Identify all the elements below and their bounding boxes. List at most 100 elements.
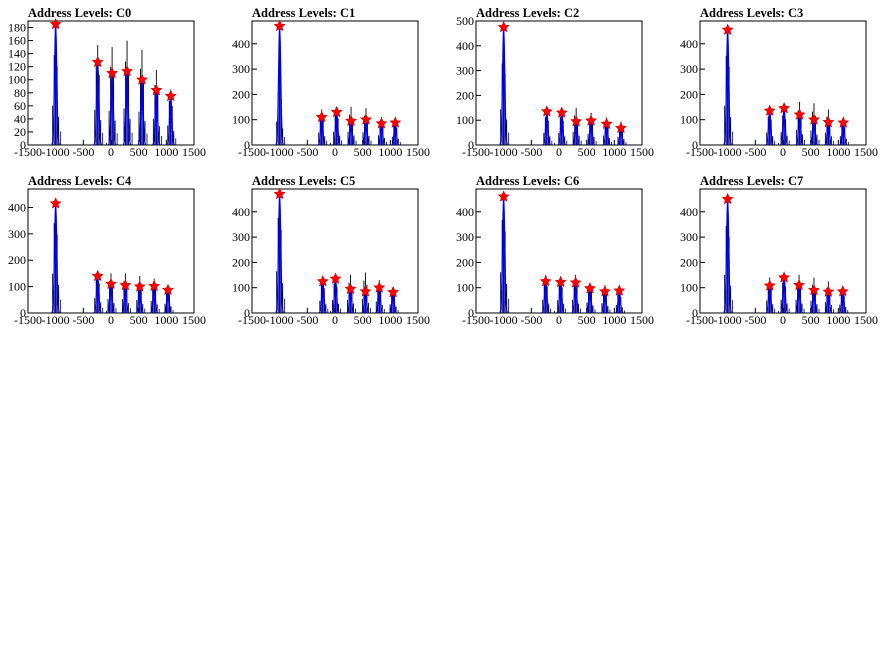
- y-tick-label: 0: [468, 306, 474, 320]
- y-tick-label: 400: [8, 200, 26, 214]
- x-tick-label: 1000: [602, 145, 626, 159]
- y-tick-label: 400: [680, 37, 698, 51]
- peak-marker: [822, 115, 835, 128]
- x-tick-label: -1000: [42, 145, 70, 159]
- peak-marker: [585, 114, 598, 126]
- y-tick-label: 200: [456, 88, 474, 102]
- peak-marker: [373, 281, 386, 293]
- x-tick-label: 500: [130, 313, 148, 327]
- x-tick-label: 1500: [854, 145, 878, 159]
- chart-title: Address Levels: C3: [700, 6, 803, 20]
- chart-panel-c3: Address Levels: C3 0 100 200 300 400 -1500 -100…: [680, 6, 878, 159]
- chart-title: Address Levels: C5: [252, 174, 355, 188]
- chart-title: Address Levels: C7: [700, 174, 803, 188]
- chart-panel-c6: Address Levels: C6 0 100 200 300 400 -1500 -100…: [456, 174, 654, 327]
- y-tick-label: 140: [8, 47, 26, 61]
- peak-marker: [569, 276, 582, 288]
- y-tick-label: 200: [8, 253, 26, 267]
- peak-marker: [793, 108, 806, 120]
- x-tick-label: 0: [780, 145, 786, 159]
- peak-marker: [599, 285, 611, 297]
- peak-marker: [570, 115, 583, 127]
- x-tick-label: -500: [72, 145, 94, 159]
- y-tick-label: 0: [20, 306, 26, 320]
- y-tick-label: 400: [232, 37, 250, 51]
- x-tick-label: 0: [332, 313, 338, 327]
- x-tick-label: 500: [802, 145, 820, 159]
- peak-marker: [389, 116, 402, 128]
- y-tick-label: 0: [468, 138, 474, 152]
- x-tick-label: 1500: [630, 313, 654, 327]
- peak-marker: [359, 285, 372, 297]
- y-tick-label: 300: [232, 230, 250, 244]
- x-tick-label: -1000: [266, 145, 294, 159]
- x-tick-label: 500: [354, 145, 372, 159]
- chart-panel-c7: Address Levels: C7 0 100 200 300 400 -1500 -100…: [680, 174, 878, 327]
- x-tick-label: 1000: [826, 313, 850, 327]
- peak-marker: [330, 105, 343, 118]
- y-tick-label: 100: [456, 281, 474, 295]
- x-tick-label: 1000: [602, 313, 626, 327]
- chart-title: Address Levels: C6: [476, 174, 579, 188]
- peak-marker: [554, 275, 567, 288]
- y-tick-label: 200: [232, 87, 250, 101]
- peak-marker: [539, 275, 552, 287]
- x-tick-label: 500: [578, 313, 596, 327]
- y-tick-label: 200: [680, 255, 698, 269]
- y-tick-label: 0: [244, 306, 250, 320]
- x-tick-label: -1500: [238, 145, 266, 159]
- peak-marker: [555, 106, 568, 118]
- peak-marker: [584, 282, 596, 294]
- peak-marker: [105, 277, 117, 290]
- x-tick-label: -500: [296, 313, 318, 327]
- x-tick-label: 1500: [854, 313, 878, 327]
- x-tick-label: -1500: [462, 313, 490, 327]
- y-tick-label: 500: [456, 14, 474, 28]
- x-tick-label: -1500: [462, 145, 490, 159]
- y-tick-label: 40: [14, 112, 26, 126]
- x-tick-label: -500: [744, 145, 766, 159]
- chart-panel-c0: Address Levels: C00204060801001201401601…: [8, 6, 206, 159]
- y-tick-label: 0: [20, 138, 26, 152]
- y-tick-label: 200: [456, 255, 474, 269]
- x-tick-label: 0: [108, 313, 114, 327]
- peak-marker: [329, 272, 342, 284]
- y-tick-label: 180: [8, 21, 26, 35]
- peak-marker: [273, 19, 286, 32]
- x-tick-label: 500: [578, 145, 596, 159]
- peak-marker: [344, 282, 357, 295]
- peak-marker: [49, 197, 62, 209]
- peak-marker: [91, 269, 104, 282]
- y-tick-label: 100: [680, 281, 698, 295]
- y-tick-label: 400: [232, 205, 250, 219]
- peak-marker: [793, 278, 805, 291]
- y-tick-label: 100: [8, 73, 26, 87]
- x-tick-label: -500: [72, 313, 94, 327]
- chart-panel-c4: Address Levels: C4 0 100 200 300 400 -1500 -100…: [8, 174, 206, 327]
- x-tick-label: -1000: [714, 313, 742, 327]
- chart-title: Address Levels: C2: [476, 6, 579, 20]
- peak-marker: [763, 279, 776, 291]
- peak-marker: [345, 114, 357, 127]
- y-tick-label: 200: [232, 255, 250, 269]
- peak-marker: [497, 190, 510, 202]
- x-tick-label: -1500: [686, 313, 714, 327]
- x-tick-label: -1500: [686, 145, 714, 159]
- y-tick-label: 300: [680, 62, 698, 76]
- peak-marker: [133, 280, 146, 292]
- x-tick-label: 500: [802, 313, 820, 327]
- peak-marker: [836, 285, 849, 297]
- peak-marker: [106, 66, 119, 79]
- x-tick-label: 1000: [154, 313, 178, 327]
- peak-marker: [540, 105, 553, 117]
- x-tick-label: -500: [296, 145, 318, 159]
- y-tick-label: 300: [456, 64, 474, 78]
- y-tick-label: 200: [680, 87, 698, 101]
- x-tick-label: 1500: [630, 145, 654, 159]
- peak-marker: [387, 286, 400, 298]
- peak-marker: [613, 284, 626, 296]
- chart-title: Address Levels: C0: [28, 6, 131, 20]
- peak-marker: [763, 104, 776, 116]
- y-tick-label: 120: [8, 60, 26, 74]
- y-tick-label: 0: [244, 138, 250, 152]
